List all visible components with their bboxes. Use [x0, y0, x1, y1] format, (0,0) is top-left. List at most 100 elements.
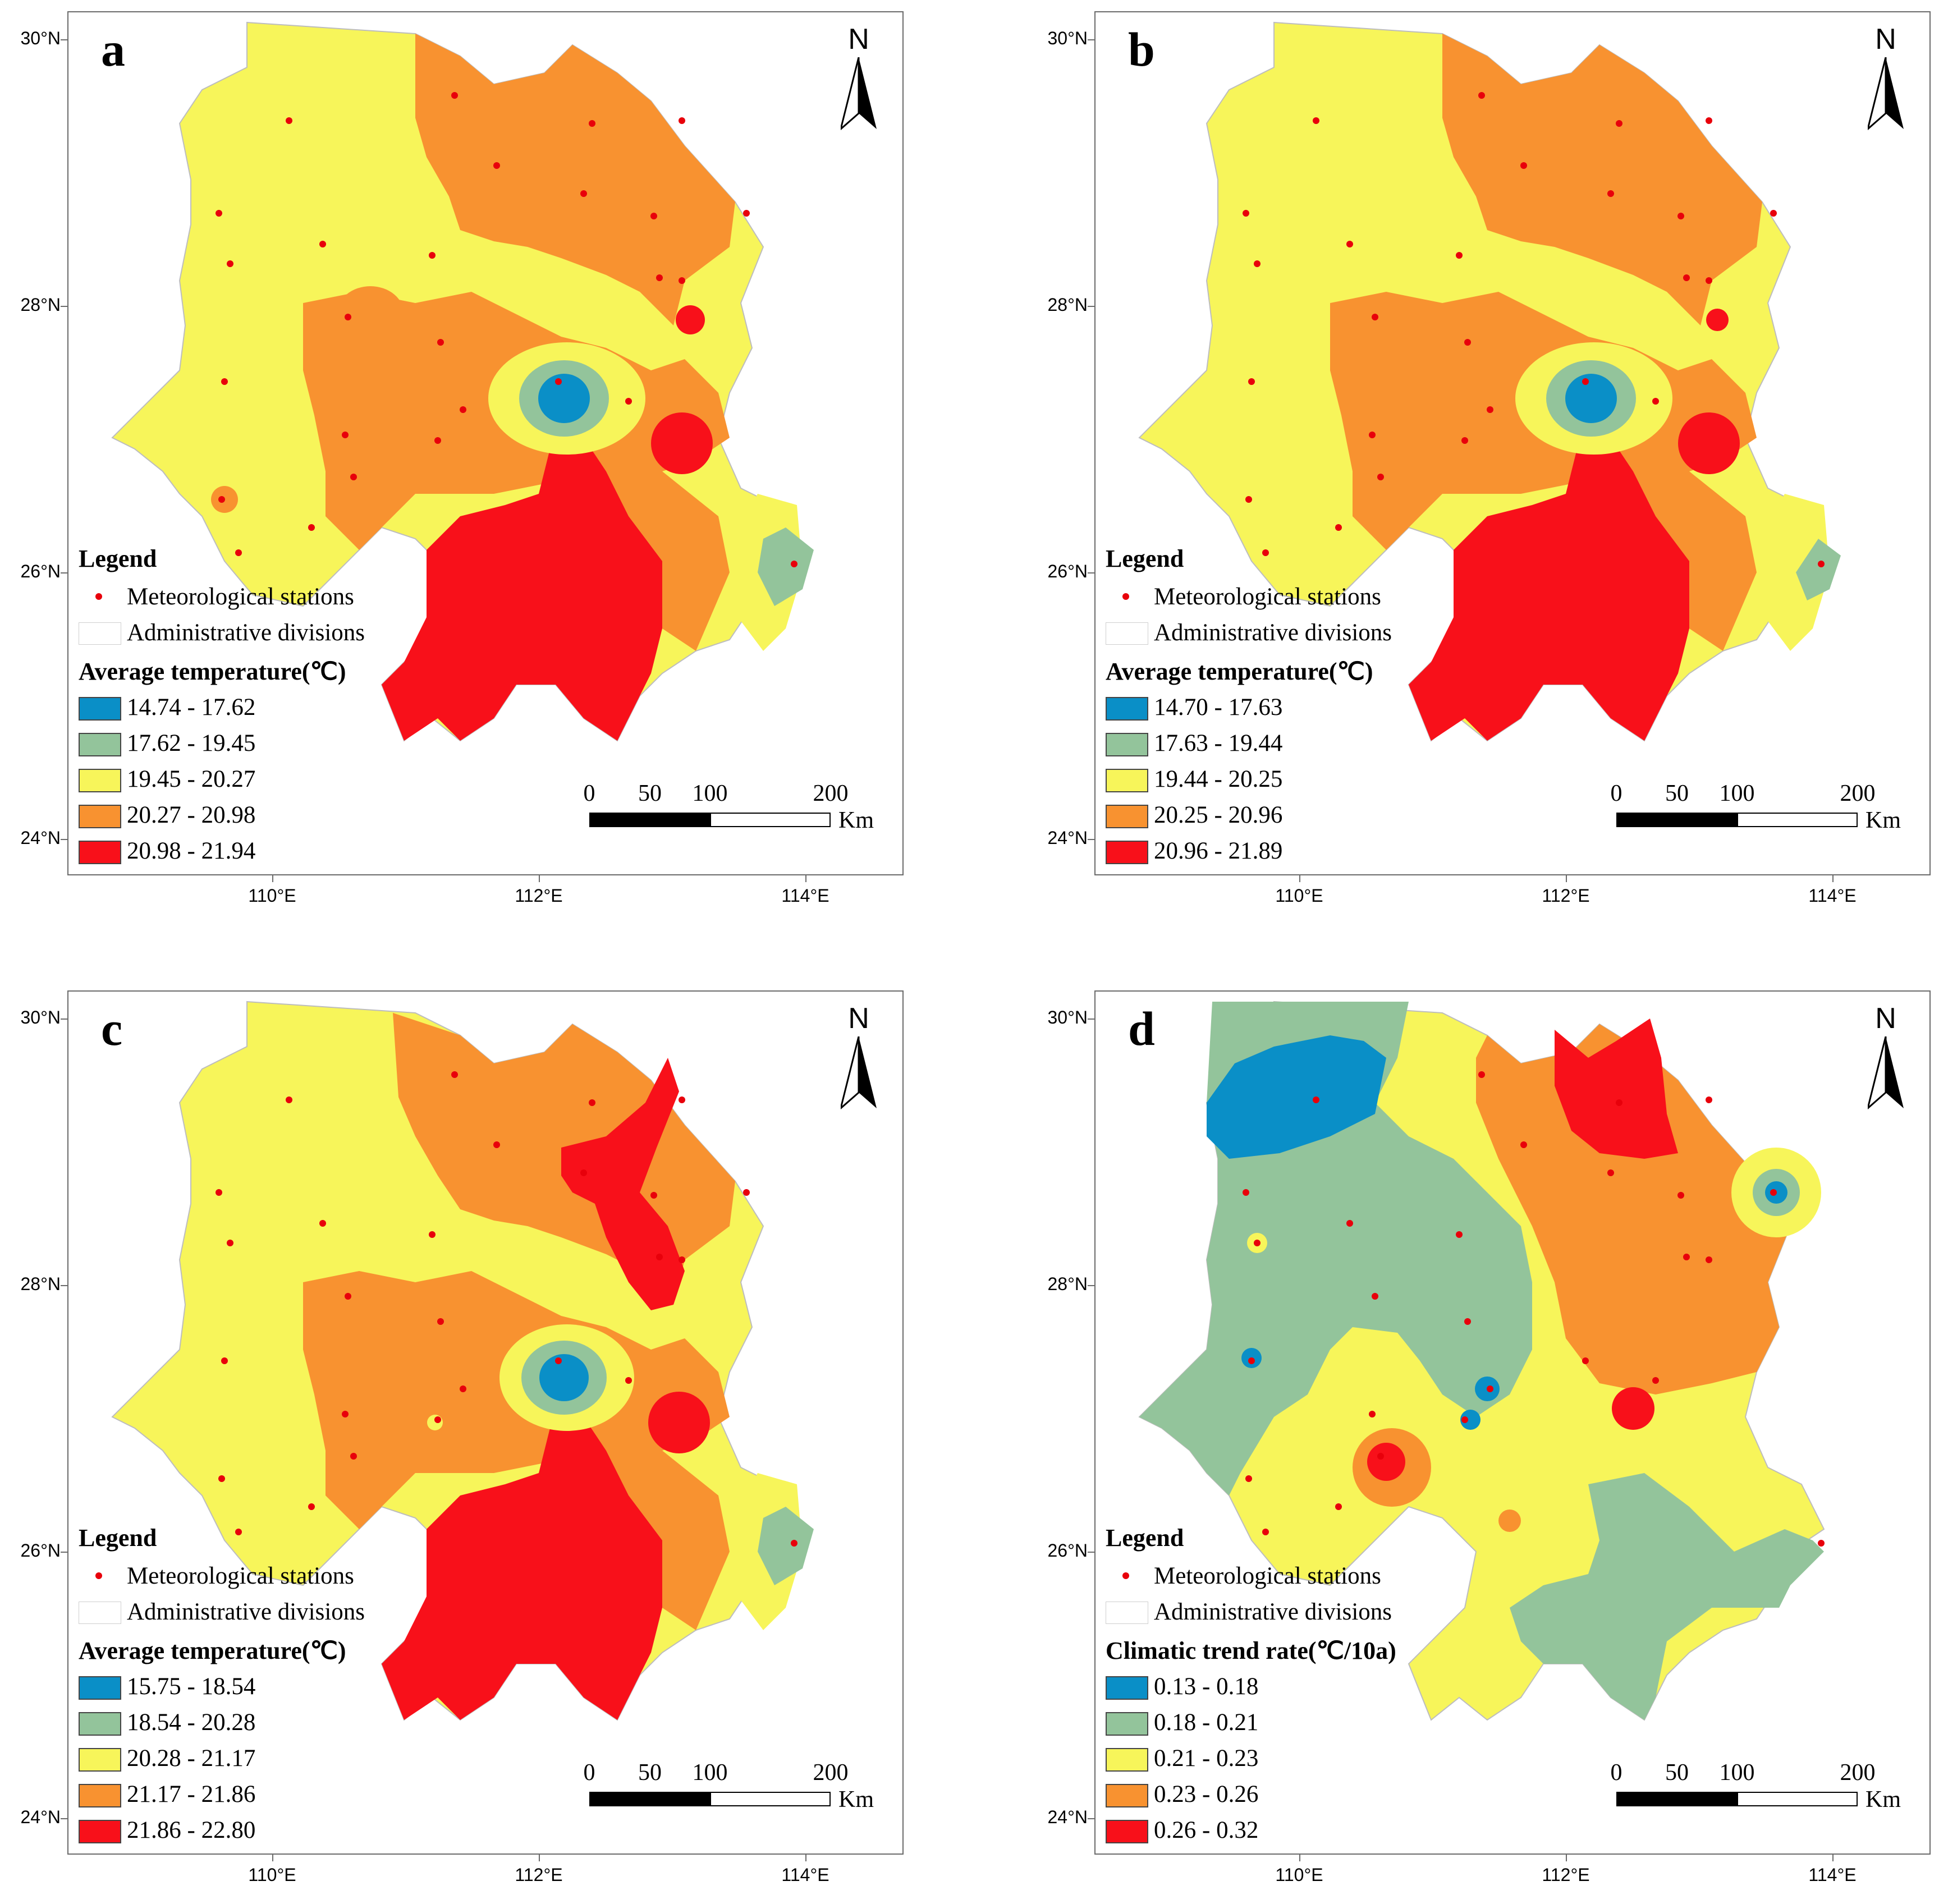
legend-class-2: 18.54 - 20.28: [79, 1706, 346, 1742]
lon-label: 112°E: [515, 1865, 563, 1885]
north-letter: N: [848, 23, 869, 56]
zone-class5-spot: [648, 1392, 710, 1453]
scale-tick: 100: [692, 781, 728, 806]
zone-class4-spot: [1498, 1510, 1521, 1532]
admin-swatch-icon: [1106, 1602, 1148, 1624]
scale-unit: Km: [838, 808, 874, 833]
legend-class-4: 20.25 - 20.96: [1106, 799, 1373, 835]
zone-class5-south: [382, 438, 662, 741]
legend-title: Legend: [79, 545, 157, 572]
scale-tick: 200: [813, 781, 849, 806]
lat-label: 24°N: [20, 828, 61, 848]
north-arrow-icon: [841, 1036, 877, 1109]
lat-label: 24°N: [20, 1807, 61, 1827]
lat-label: 30°N: [1047, 28, 1088, 48]
admin-swatch-icon: [1106, 622, 1148, 645]
lon-label: 112°E: [1542, 1865, 1590, 1885]
north-letter: N: [1875, 1002, 1896, 1035]
station-dots: [1243, 1071, 1825, 1547]
zone-class5-spot: [676, 305, 705, 334]
station-dot-icon: [1122, 1572, 1129, 1579]
scale-bar-graphic: [589, 1792, 831, 1806]
temperature-map: [111, 21, 814, 742]
lon-label: 110°E: [1275, 886, 1323, 906]
north-arrow-icon: [1868, 1036, 1904, 1109]
zone-class1-core: [539, 1354, 589, 1401]
legend-variable-title: Climatic trend rate(℃/10a): [1106, 1637, 1396, 1664]
admin-swatch-icon: [79, 1602, 121, 1624]
zone-class5-south: [382, 1417, 662, 1720]
scale-tick: 200: [1840, 1760, 1876, 1786]
admin-swatch-icon: [79, 622, 121, 645]
lat-label: 28°N: [1047, 1274, 1088, 1294]
scale-bar: 0 50 100 200 Km: [1611, 1759, 1931, 1838]
temperature-map: [111, 1001, 814, 1721]
lat-label: 30°N: [20, 1007, 61, 1027]
legend-admin: Administrative divisions: [79, 617, 365, 653]
legend-stations: Meteorological stations: [79, 581, 354, 617]
legend-class-2: 0.18 - 0.21: [1106, 1706, 1396, 1742]
zone-class2-south: [1510, 1473, 1824, 1720]
lon-label: 110°E: [248, 1865, 296, 1885]
scale-bar-graphic: [1616, 1792, 1858, 1806]
station-dot-icon: [95, 1572, 102, 1579]
zone-class1-core: [1565, 374, 1617, 423]
panel-label: b: [1128, 22, 1155, 76]
map-legend: Legend Meteorological stations Administr…: [79, 544, 365, 871]
zone-class1-nw: [1207, 1035, 1386, 1159]
zone-class4-east: [1476, 1024, 1790, 1394]
station-dots: [216, 1071, 797, 1547]
legend-class-1: 15.75 - 18.54: [79, 1671, 346, 1706]
scale-unit: Km: [1866, 808, 1901, 833]
lat-label: 24°N: [1047, 828, 1088, 848]
lat-label: 30°N: [1047, 1007, 1088, 1027]
legend-class-5: 20.98 - 21.94: [79, 835, 346, 871]
legend-class-4: 20.27 - 20.98: [79, 799, 346, 835]
legend-variable-title: Average temperature(℃): [1106, 658, 1373, 685]
map-panel-d: 30°N 28°N 26°N 24°N 110°E 112°E 114°E d …: [1048, 990, 1931, 1885]
zone-class4-north: [415, 34, 735, 325]
zone-class5-spot: [1612, 1387, 1654, 1430]
legend-class-2: 17.63 - 19.44: [1106, 727, 1373, 763]
zone-class4-spot: [337, 286, 404, 342]
scale-unit: Km: [838, 1787, 874, 1813]
legend-class-2: 17.62 - 19.45: [79, 727, 346, 763]
scale-tick: 200: [1840, 781, 1876, 806]
lat-label: 28°N: [20, 1274, 61, 1294]
lon-label: 114°E: [1808, 886, 1857, 906]
legend-admin: Administrative divisions: [1106, 1596, 1396, 1632]
legend-stations: Meteorological stations: [1106, 581, 1381, 617]
scale-tick: 200: [813, 1760, 849, 1786]
scale-tick: 0: [583, 1760, 595, 1786]
panel-label: d: [1128, 1002, 1155, 1056]
station-dot-icon: [95, 593, 102, 600]
legend-title: Legend: [1106, 1524, 1184, 1552]
zone-class5-north: [1555, 1018, 1678, 1159]
legend-class-3: 19.44 - 20.25: [1106, 763, 1373, 799]
lat-label: 26°N: [1047, 561, 1088, 581]
zone-class1-spot: [1460, 1410, 1481, 1430]
lon-label: 110°E: [1275, 1865, 1323, 1885]
trend-rate-map: [1138, 1001, 1825, 1721]
scale-tick: 100: [1719, 1760, 1755, 1786]
map-panel-b: 30°N 28°N 26°N 24°N 110°E 112°E 114°E b …: [1048, 11, 1931, 906]
panel-label: a: [101, 22, 125, 76]
scale-bar: 0 50 100 200 Km: [1611, 780, 1931, 859]
map-legend: Legend Meteorological stations Administr…: [79, 1524, 365, 1850]
scale-unit: Km: [1866, 1787, 1901, 1813]
lon-label: 112°E: [1542, 886, 1590, 906]
scale-bar: 0 50 100 200 Km: [584, 780, 904, 859]
north-letter: N: [848, 1002, 869, 1035]
station-dots: [216, 92, 797, 567]
legend-class-4: 0.23 - 0.26: [1106, 1778, 1396, 1814]
lon-label: 112°E: [515, 886, 563, 906]
zone-class4-north: [1442, 34, 1762, 325]
legend-title: Legend: [79, 1524, 157, 1552]
legend-variable-title: Average temperature(℃): [79, 658, 346, 685]
zone-class3-se: [1757, 494, 1830, 651]
legend-class-5: 0.26 - 0.32: [1106, 1814, 1396, 1850]
lat-label: 28°N: [20, 295, 61, 315]
lon-label: 114°E: [781, 1865, 829, 1885]
legend-title: Legend: [1106, 545, 1184, 572]
legend-admin: Administrative divisions: [79, 1596, 365, 1632]
